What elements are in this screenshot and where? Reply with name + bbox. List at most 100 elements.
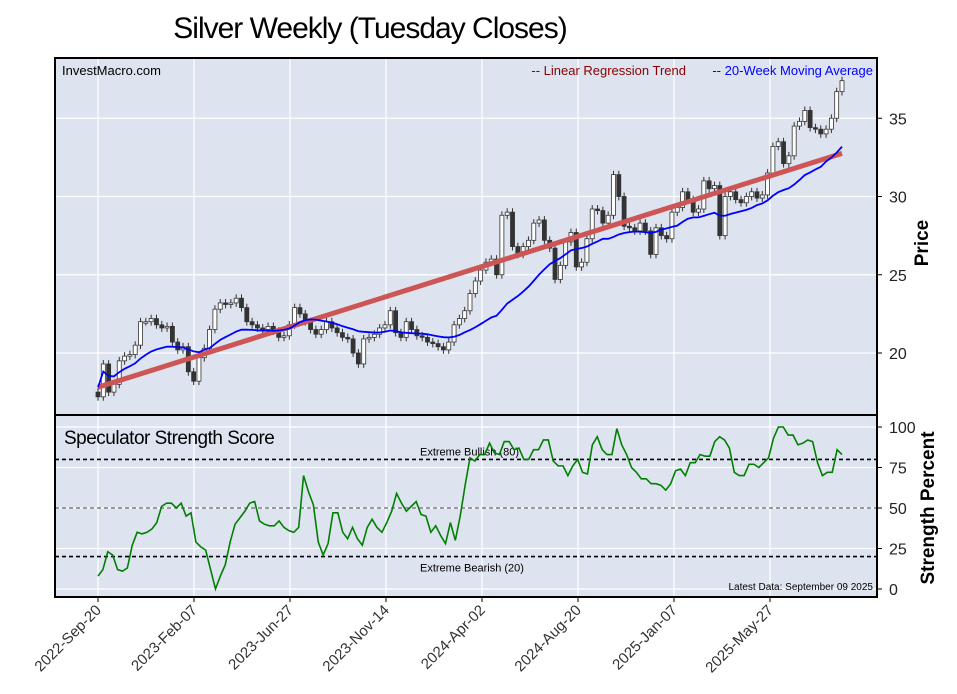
candle (122, 352, 127, 365)
candle-body (371, 333, 377, 338)
candle (148, 314, 154, 326)
candle (791, 122, 797, 160)
x-tick-label: 2024-Apr-02 (418, 602, 489, 673)
candle (260, 324, 266, 334)
strength-axis-title: Strength Percent (918, 431, 939, 585)
candle (797, 117, 802, 130)
candle (627, 222, 632, 232)
candle (106, 360, 112, 397)
candle-body (244, 307, 250, 323)
candle-body (409, 321, 414, 330)
candle-body (122, 355, 127, 362)
moving-average-line (97, 146, 843, 388)
strength-tick-label: 0 (889, 582, 898, 599)
candle-body (377, 327, 383, 335)
candle (823, 125, 829, 138)
candle-body (393, 310, 399, 334)
candle (807, 106, 813, 132)
x-tick-label: 2023-Feb-07 (128, 602, 201, 675)
candle-body (425, 336, 430, 343)
candle-body (531, 222, 537, 241)
candle-body (191, 371, 197, 382)
candle-body (175, 341, 181, 351)
candle (425, 333, 430, 346)
candle (318, 325, 324, 339)
candle (531, 219, 537, 245)
strength-title: Speculator Strength Score (64, 428, 274, 449)
candle-body (685, 191, 691, 201)
candle (472, 277, 478, 298)
candle (743, 192, 749, 207)
candle-body (781, 141, 786, 165)
candle (839, 76, 845, 96)
candle (403, 317, 409, 342)
candle-body (536, 219, 542, 224)
candle (467, 289, 473, 315)
candle-body (839, 80, 845, 93)
candle-body (467, 293, 473, 312)
candle-body (754, 191, 760, 199)
candle (616, 170, 622, 201)
candle (377, 324, 383, 339)
candle-body (95, 391, 101, 398)
candle (217, 299, 223, 314)
candle-body (419, 335, 425, 338)
candle-body (313, 329, 319, 335)
candle (669, 208, 675, 243)
candle-body (552, 247, 558, 280)
candle (175, 338, 181, 354)
candle (355, 349, 361, 368)
candle-body (589, 208, 595, 240)
candle-body (435, 343, 441, 348)
candle-body (499, 214, 505, 276)
candle (329, 317, 335, 332)
candle-body (616, 174, 622, 197)
candle-body (526, 239, 531, 247)
candle (387, 306, 393, 329)
candle-body (728, 191, 733, 197)
candle-body (828, 117, 834, 130)
candle-body (387, 310, 393, 326)
candle-body (696, 208, 701, 213)
candle-body (611, 174, 616, 216)
candle-body (355, 352, 361, 365)
candle (313, 325, 319, 339)
candle (212, 305, 218, 334)
candle-body (212, 308, 218, 330)
candle (132, 341, 138, 359)
candle-body (297, 307, 303, 315)
candle (456, 314, 462, 329)
x-tick-label: 2023-Jun-27 (225, 602, 297, 674)
candle-body (669, 211, 675, 240)
candle (499, 211, 505, 279)
price-tick-label: 35 (889, 111, 907, 128)
strength-panel-bg (55, 415, 877, 597)
candle-body (818, 128, 824, 135)
legend-trend: -- Linear Regression Trend (531, 63, 686, 78)
strength-tick-label: 100 (889, 420, 916, 437)
candle-body (791, 125, 797, 157)
candle (95, 388, 101, 401)
candle (334, 324, 340, 337)
candle-body (239, 297, 244, 309)
candle-body (249, 321, 255, 326)
candle-body (350, 338, 356, 354)
candle (802, 106, 808, 126)
candle (340, 328, 345, 342)
candle-body (223, 302, 228, 305)
candle-body (132, 344, 138, 355)
candle-body (382, 324, 388, 329)
candle-body (680, 191, 685, 208)
candle (664, 231, 670, 243)
candle-body (595, 208, 600, 211)
candle (154, 314, 159, 329)
candle (584, 234, 590, 267)
candle-body (127, 354, 133, 357)
candle-body (430, 341, 436, 345)
candle-body (260, 327, 266, 330)
candle (164, 322, 170, 332)
candle (579, 258, 584, 271)
candle-body (292, 307, 298, 326)
candle-body (637, 222, 643, 232)
